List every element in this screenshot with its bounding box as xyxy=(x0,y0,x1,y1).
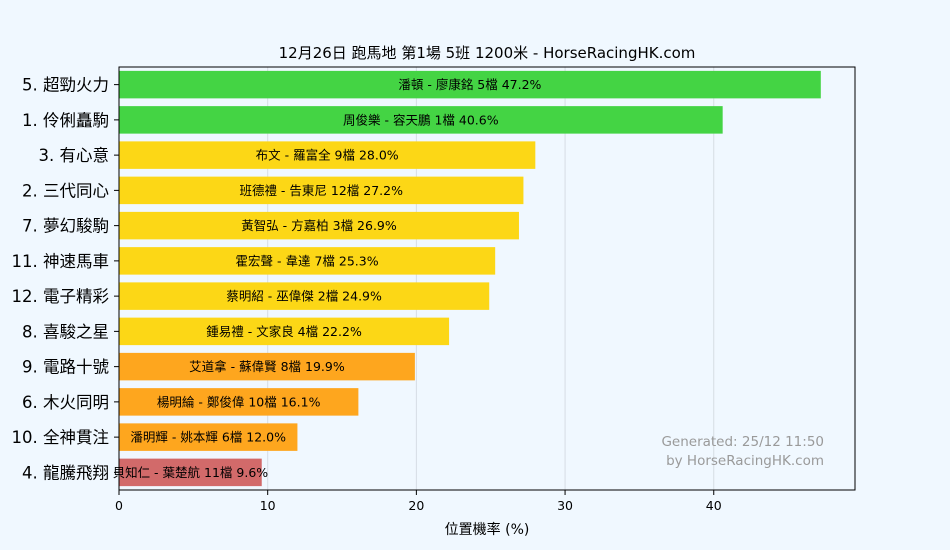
y-tick-label: 2. 三代同心 xyxy=(22,181,109,200)
bar xyxy=(119,176,524,205)
bar xyxy=(119,211,519,240)
bar-data-label: 蔡明紹 - 巫偉傑 2檔 24.9% xyxy=(226,289,382,304)
x-axis-label: 位置機率 (%) xyxy=(445,521,530,538)
bar xyxy=(119,317,450,346)
chart-title: 12月26日 跑馬地 第1場 5班 1200米 - HorseRacingHK.… xyxy=(279,44,696,62)
bar-data-label: 艾道拿 - 蘇偉賢 8檔 19.9% xyxy=(189,359,345,374)
bar-data-label: 楊明綸 - 鄭俊偉 10檔 16.1% xyxy=(157,394,321,409)
x-tick-label: 30 xyxy=(557,498,573,513)
label-layer: 潘頓 - 廖康銘 5檔 47.2% 周俊樂 - 容天鵬 1檔 40.6% 布文 - … xyxy=(113,77,542,480)
bar-data-label: 鍾易禮 - 文家良 4檔 22.2% xyxy=(206,324,362,339)
bar xyxy=(119,70,821,99)
x-tick-label: 20 xyxy=(408,498,424,513)
y-tick-label: 4. 龍騰飛翔 xyxy=(22,463,109,482)
watermark-line2: by HorseRacingHK.com xyxy=(666,453,824,469)
x-tick-label: 10 xyxy=(260,498,276,513)
bar xyxy=(119,423,298,451)
x-tick-label: 40 xyxy=(706,498,722,513)
y-tick-label: 11. 神速馬車 xyxy=(12,252,110,271)
y-tick-label: 6. 木火同明 xyxy=(22,393,109,412)
bar-data-label: 布文 - 羅富全 9檔 28.0% xyxy=(256,148,399,163)
plot-area xyxy=(119,67,855,490)
y-tick-label: 7. 夢幻駿駒 xyxy=(22,217,109,236)
watermark-line1: Generated: 25/12 11:50 xyxy=(661,434,824,450)
bar xyxy=(119,282,490,310)
x-tick-label: 0 xyxy=(115,498,123,513)
bar-layer xyxy=(119,70,821,487)
bar-data-label: 潘頓 - 廖康銘 5檔 47.2% xyxy=(398,77,541,92)
y-tick-label: 9. 電路十號 xyxy=(22,358,109,377)
bar-data-label: 潘明輝 - 姚本輝 6檔 12.0% xyxy=(130,430,286,445)
bar xyxy=(119,352,415,381)
bar xyxy=(119,458,262,487)
y-tick-label: 10. 全神貫注 xyxy=(12,428,110,447)
bar xyxy=(119,141,536,169)
bar-data-label: 班德禮 - 告東尼 12檔 27.2% xyxy=(239,183,403,198)
bar xyxy=(119,106,723,134)
bar-data-label: 周俊樂 - 容天鵬 1檔 40.6% xyxy=(343,112,499,127)
y-tick-label: 3. 有心意 xyxy=(39,146,110,165)
y-tick-label: 12. 電子精彩 xyxy=(12,287,110,306)
y-tick-label: 1. 伶俐矗駒 xyxy=(22,111,109,130)
y-tick-label: 8. 喜駿之星 xyxy=(22,322,109,341)
bar-data-label: 黃智弘 - 方嘉柏 3檔 26.9% xyxy=(241,218,397,233)
bar-data-label: 貝知仁 - 葉楚航 11檔 9.6% xyxy=(113,465,269,480)
bar-data-label: 霍宏聲 - 韋達 7檔 25.3% xyxy=(236,253,379,268)
bar xyxy=(119,388,359,416)
y-tick-label: 5. 超勁火力 xyxy=(22,76,109,95)
bar xyxy=(119,247,496,275)
plot-frame xyxy=(118,66,856,491)
axis-layer: 0 10 20 30 40 5. 超勁火力 1. 伶俐矗駒 3. 有心意 2. 三代同心 7. 夢… xyxy=(12,76,722,513)
